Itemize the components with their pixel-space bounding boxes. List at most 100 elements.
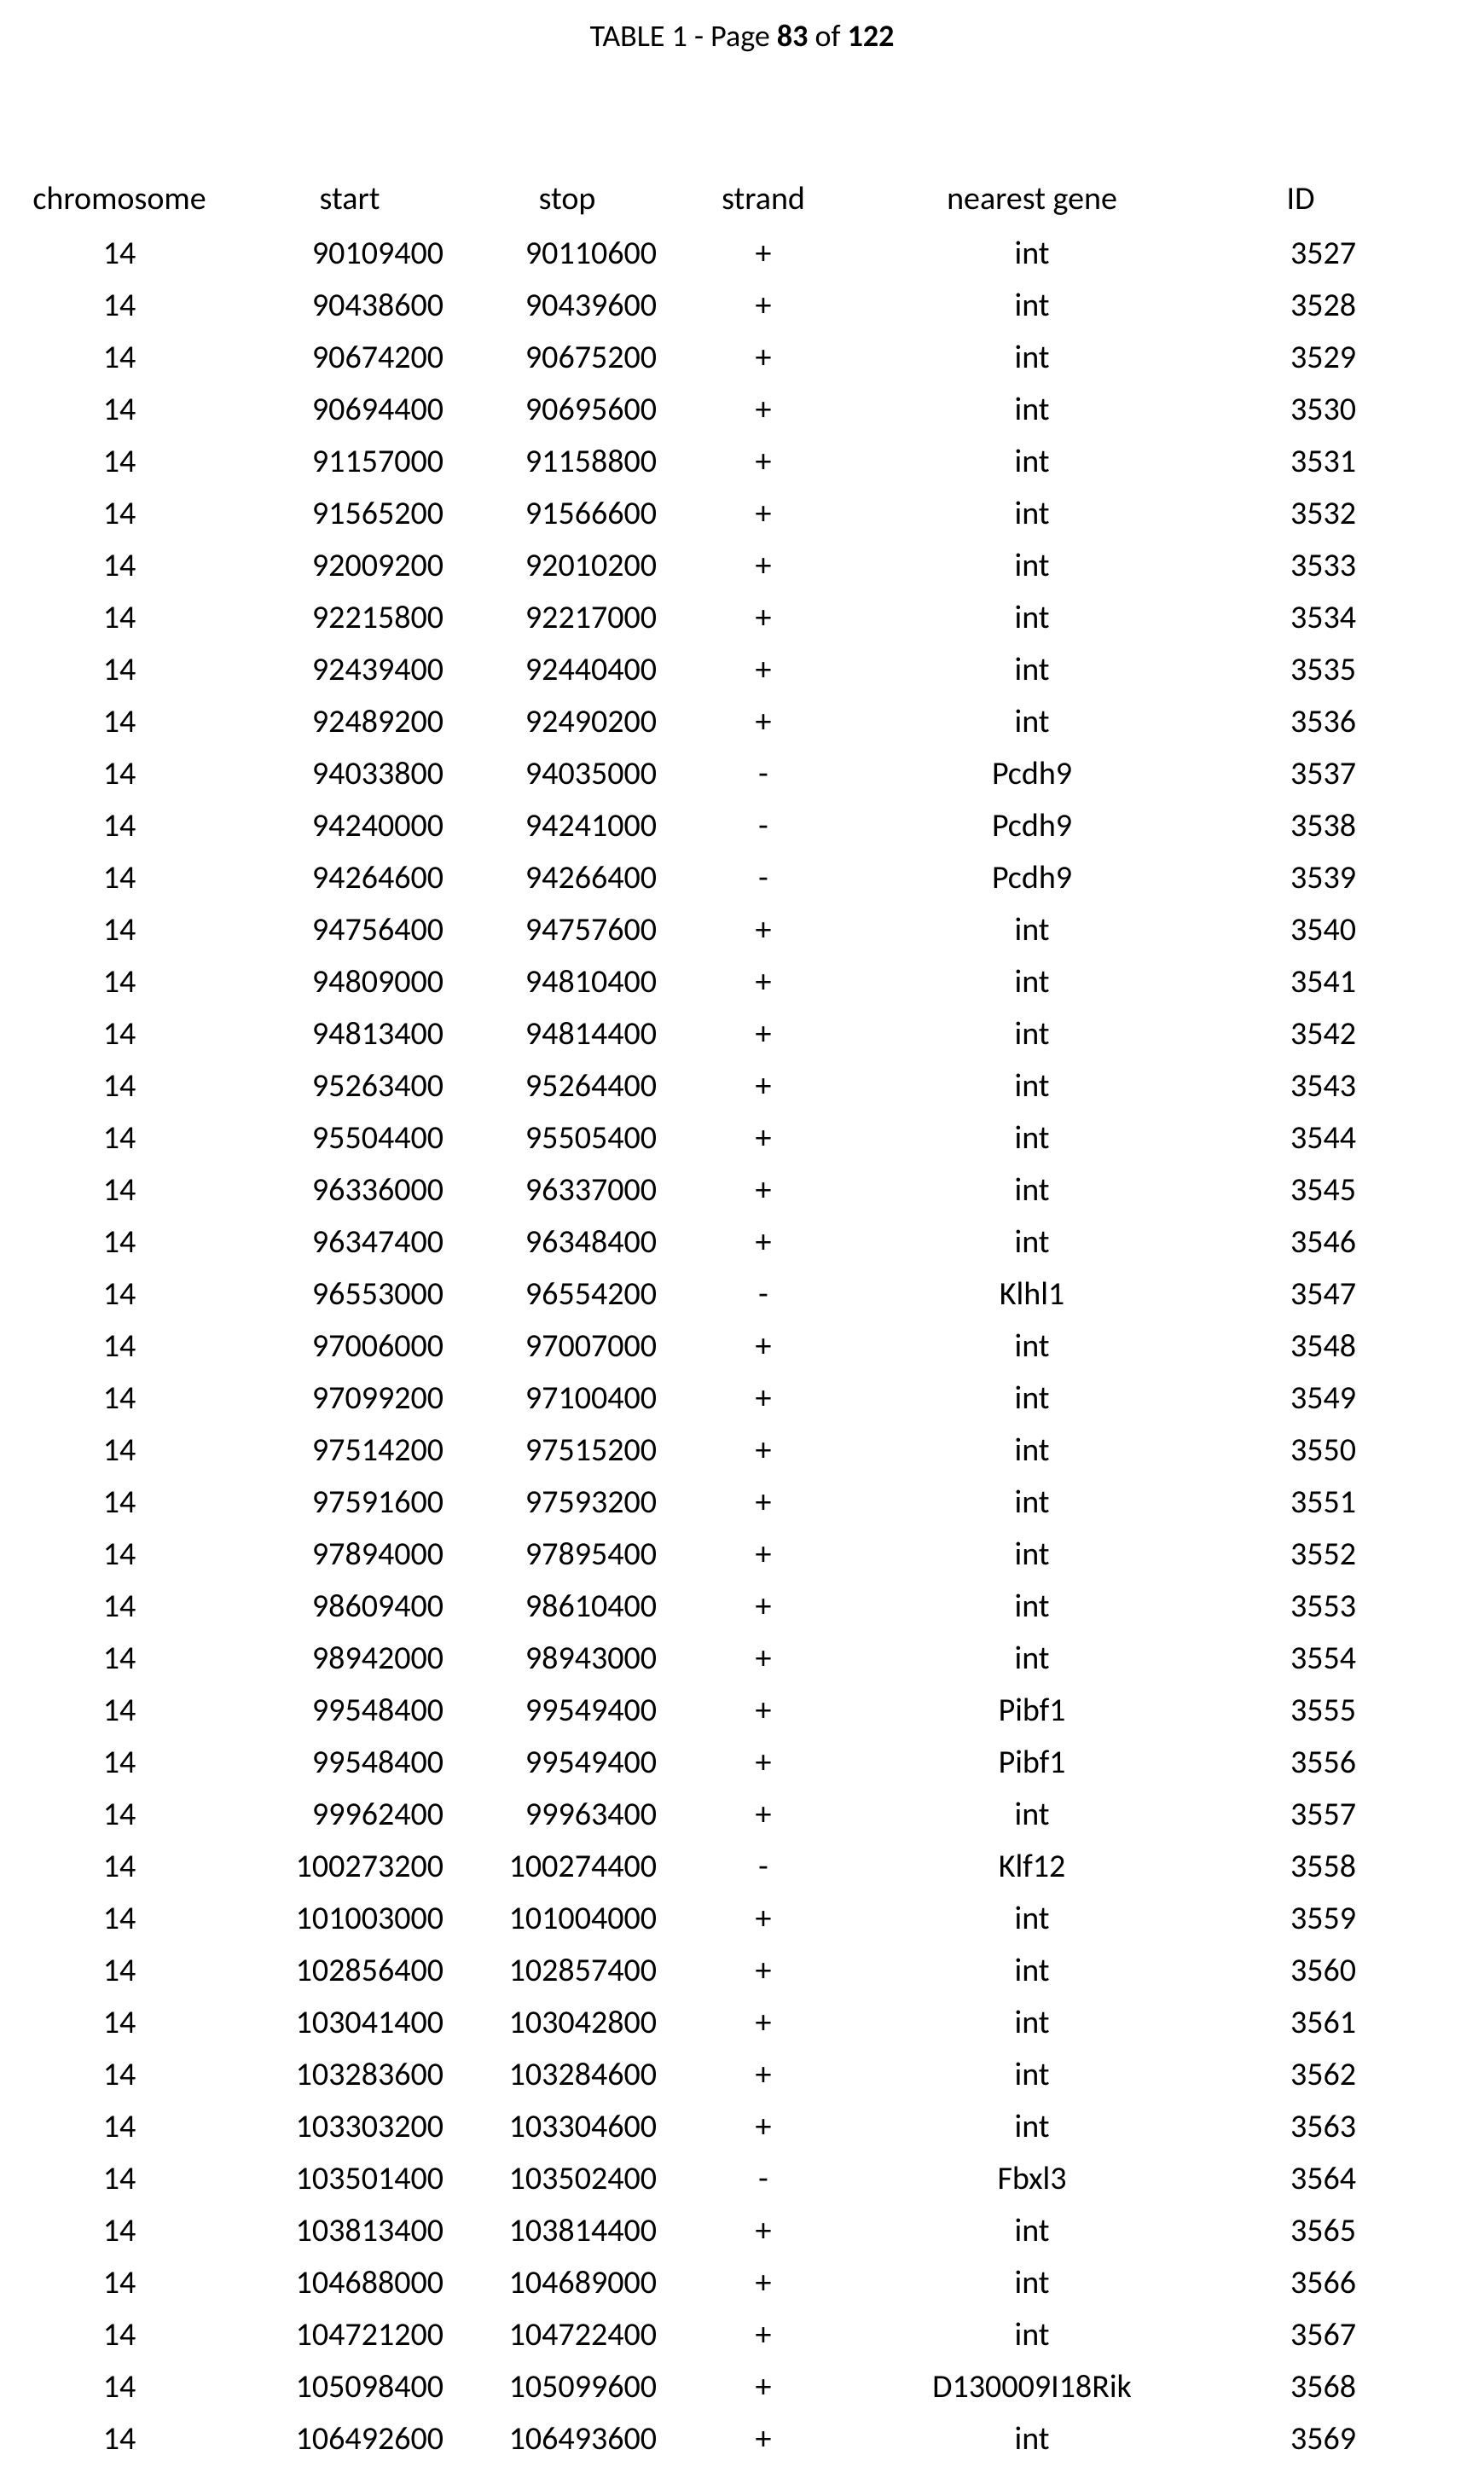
cell-start: 103303200 (239, 2110, 461, 2143)
cell-chromosome: 14 (0, 1694, 239, 1727)
table-row: 149526340095264400+int3543 (0, 1059, 1484, 1112)
cell-start: 94813400 (239, 1018, 461, 1050)
cell-id: 3546 (1211, 1226, 1390, 1258)
cell-start: 96553000 (239, 1278, 461, 1310)
col-header-strand: strand (674, 183, 853, 215)
cell-stop: 103042800 (461, 2006, 674, 2039)
cell-start: 92439400 (239, 653, 461, 686)
cell-chromosome: 14 (0, 1174, 239, 1206)
cell-chromosome: 14 (0, 601, 239, 634)
cell-strand: + (674, 2371, 853, 2403)
cell-nearest-gene: Fbxl3 (853, 2162, 1211, 2195)
table-row: 14100273200100274400-Klf123558 (0, 1840, 1484, 1892)
page-total: 122 (848, 17, 895, 55)
cell-strand: + (674, 1070, 853, 1102)
cell-strand: + (674, 1434, 853, 1466)
cell-strand: + (674, 1798, 853, 1831)
cell-chromosome: 14 (0, 705, 239, 738)
cell-chromosome: 14 (0, 2371, 239, 2403)
cell-id: 3539 (1211, 862, 1390, 894)
cell-nearest-gene: int (853, 237, 1211, 270)
cell-stop: 90695600 (461, 393, 674, 426)
cell-chromosome: 14 (0, 1122, 239, 1154)
table-row: 14103041400103042800+int3561 (0, 1996, 1484, 2048)
cell-stop: 94266400 (461, 862, 674, 894)
cell-chromosome: 14 (0, 1902, 239, 1935)
table-row: 14104688000104689000+int3566 (0, 2256, 1484, 2308)
cell-chromosome: 14 (0, 289, 239, 322)
cell-chromosome: 14 (0, 1798, 239, 1831)
cell-start: 103501400 (239, 2162, 461, 2195)
cell-strand: + (674, 1174, 853, 1206)
cell-nearest-gene: int (853, 1070, 1211, 1102)
cell-start: 96347400 (239, 1226, 461, 1258)
table-row: 149759160097593200+int3551 (0, 1476, 1484, 1528)
cell-chromosome: 14 (0, 862, 239, 894)
cell-nearest-gene: int (853, 1122, 1211, 1154)
cell-stop: 97007000 (461, 1330, 674, 1362)
cell-chromosome: 14 (0, 2162, 239, 2195)
cell-start: 95504400 (239, 1122, 461, 1154)
cell-stop: 105099600 (461, 2371, 674, 2403)
cell-strand: + (674, 653, 853, 686)
data-table: chromosome start stop strand nearest gen… (0, 171, 1484, 2464)
cell-stop: 90110600 (461, 237, 674, 270)
cell-chromosome: 14 (0, 1746, 239, 1779)
cell-start: 98942000 (239, 1642, 461, 1675)
cell-start: 102856400 (239, 1954, 461, 1987)
cell-id: 3556 (1211, 1746, 1390, 1779)
cell-id: 3530 (1211, 393, 1390, 426)
cell-start: 100273200 (239, 1850, 461, 1883)
cell-id: 3544 (1211, 1122, 1390, 1154)
cell-nearest-gene: int (853, 549, 1211, 582)
cell-start: 103283600 (239, 2058, 461, 2091)
cell-stop: 106493600 (461, 2423, 674, 2455)
col-header-nearest-gene: nearest gene (853, 183, 1211, 215)
cell-chromosome: 14 (0, 1070, 239, 1102)
cell-nearest-gene: int (853, 2006, 1211, 2039)
cell-chromosome: 14 (0, 1226, 239, 1258)
cell-chromosome: 14 (0, 2006, 239, 2039)
cell-nearest-gene: Pibf1 (853, 1694, 1211, 1727)
table-row: 149860940098610400+int3553 (0, 1580, 1484, 1632)
cell-id: 3567 (1211, 2319, 1390, 2351)
header-prefix: TABLE 1 - Page (590, 17, 777, 55)
cell-start: 90674200 (239, 341, 461, 374)
cell-stop: 96337000 (461, 1174, 674, 1206)
cell-start: 101003000 (239, 1902, 461, 1935)
table-row: 149550440095505400+int3544 (0, 1112, 1484, 1164)
table-row: 149751420097515200+int3550 (0, 1424, 1484, 1476)
cell-start: 99962400 (239, 1798, 461, 1831)
cell-id: 3551 (1211, 1486, 1390, 1518)
cell-chromosome: 14 (0, 966, 239, 998)
cell-chromosome: 14 (0, 2110, 239, 2143)
cell-strand: + (674, 966, 853, 998)
cell-stop: 103502400 (461, 2162, 674, 2195)
cell-strand: + (674, 2110, 853, 2143)
table-row: 149954840099549400+Pibf13556 (0, 1736, 1484, 1788)
cell-chromosome: 14 (0, 2423, 239, 2455)
cell-stop: 90675200 (461, 341, 674, 374)
cell-nearest-gene: int (853, 1642, 1211, 1675)
cell-strand: + (674, 1590, 853, 1622)
cell-strand: + (674, 1486, 853, 1518)
cell-chromosome: 14 (0, 2058, 239, 2091)
table-row: 14103283600103284600+int3562 (0, 2048, 1484, 2100)
cell-strand: - (674, 1850, 853, 1883)
cell-stop: 92010200 (461, 549, 674, 582)
cell-stop: 97515200 (461, 1434, 674, 1466)
cell-strand: + (674, 1746, 853, 1779)
cell-nearest-gene: int (853, 1330, 1211, 1362)
cell-stop: 95505400 (461, 1122, 674, 1154)
cell-strand: + (674, 1018, 853, 1050)
cell-nearest-gene: int (853, 393, 1211, 426)
table-row: 149156520091566600+int3532 (0, 487, 1484, 539)
table-row: 149996240099963400+int3557 (0, 1788, 1484, 1840)
page-current: 83 (777, 17, 809, 55)
cell-stop: 92217000 (461, 601, 674, 634)
cell-nearest-gene: int (853, 2319, 1211, 2351)
cell-chromosome: 14 (0, 497, 239, 530)
cell-strand: + (674, 393, 853, 426)
cell-strand: - (674, 1278, 853, 1310)
cell-start: 99548400 (239, 1746, 461, 1779)
